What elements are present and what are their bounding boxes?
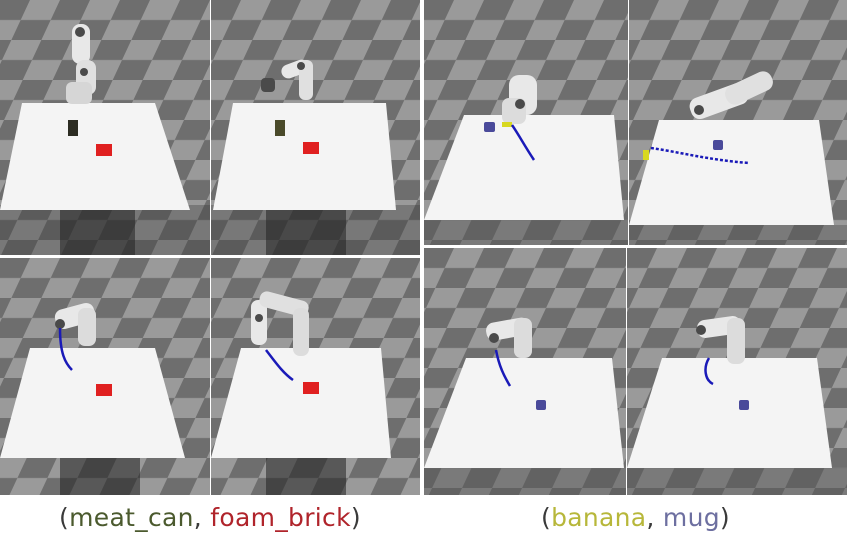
caption-right-object: banana xyxy=(551,503,647,532)
robot-arm xyxy=(54,302,96,346)
table xyxy=(211,348,391,458)
robot-arm xyxy=(486,317,532,358)
meat-can xyxy=(275,120,285,136)
scene-panel-top-right-2 xyxy=(629,0,847,245)
trajectory xyxy=(650,146,750,165)
caption-left-target: foam_brick xyxy=(210,503,351,532)
scene-panel-top-left-1 xyxy=(0,0,210,255)
robot-arm xyxy=(502,75,537,124)
mug xyxy=(484,122,495,132)
table xyxy=(627,358,832,468)
foam-brick xyxy=(96,144,112,156)
scene-panel-bottom-right-2 xyxy=(627,248,847,495)
banana xyxy=(643,150,649,160)
robot-arm xyxy=(251,291,309,356)
table xyxy=(0,103,190,210)
table xyxy=(213,103,396,210)
trajectory xyxy=(265,349,294,382)
trajectory xyxy=(704,357,714,386)
table xyxy=(424,115,624,220)
foam-brick xyxy=(303,382,319,394)
table xyxy=(629,120,834,225)
robot-arm xyxy=(696,316,745,364)
scene-panel-bottom-right-1 xyxy=(424,248,626,495)
meat-can xyxy=(68,120,78,136)
caption-left-object: meat_can xyxy=(69,503,194,532)
caption-right-open: ( xyxy=(541,503,552,532)
caption-right: (banana, mug) xyxy=(424,500,847,536)
caption-left-open: ( xyxy=(59,503,70,532)
foam-brick xyxy=(303,142,319,154)
caption-right-close: ) xyxy=(719,503,730,532)
mug xyxy=(713,140,723,150)
table xyxy=(0,348,185,458)
scene-panel-bottom-left-2 xyxy=(211,258,420,495)
caption-left: (meat_can, foam_brick) xyxy=(0,500,420,536)
scene-panel-top-right-1 xyxy=(424,0,628,245)
robot-arm xyxy=(689,71,773,120)
caption-left-close: ) xyxy=(350,503,361,532)
robot-arm xyxy=(261,59,313,100)
robot-arm xyxy=(66,24,96,104)
table xyxy=(424,358,624,468)
mug xyxy=(536,400,546,410)
mug xyxy=(739,400,749,410)
banana xyxy=(502,122,512,127)
trajectory xyxy=(510,124,536,161)
foam-brick xyxy=(96,384,112,396)
scene-panel-top-left-2 xyxy=(211,0,420,255)
trajectory xyxy=(58,327,73,371)
trajectory xyxy=(494,349,512,387)
scene-panel-bottom-left-1 xyxy=(0,258,210,495)
caption-right-sep: , xyxy=(646,503,663,532)
caption-right-target: mug xyxy=(662,503,720,532)
caption-left-sep: , xyxy=(193,503,211,532)
